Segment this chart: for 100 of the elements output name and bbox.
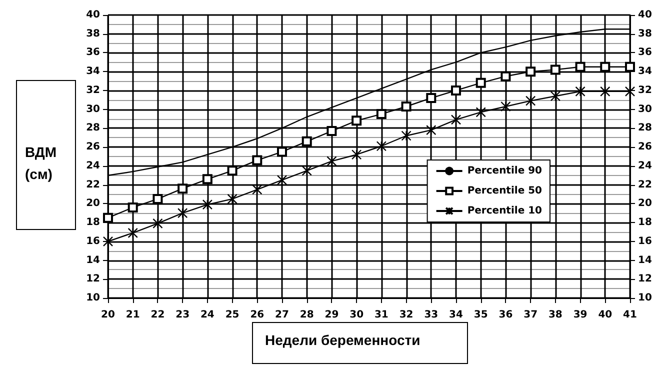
point	[401, 130, 412, 141]
y-tick-label: 20	[86, 198, 100, 210]
x-tick-label: 28	[300, 310, 314, 320]
x-tick-label: 29	[324, 310, 339, 320]
x-tick-label: 32	[399, 310, 414, 320]
point	[202, 174, 212, 184]
point	[326, 126, 337, 136]
point	[102, 236, 114, 246]
point	[202, 200, 213, 210]
y2-tick-label: 20	[638, 198, 652, 210]
legend-label: Percentile 90	[467, 166, 542, 176]
point	[103, 212, 113, 223]
y-tick-label: 38	[86, 28, 100, 40]
x-tick-label: 22	[150, 310, 165, 320]
y2-tick-label: 38	[638, 28, 652, 40]
x-tick-label: 31	[374, 310, 388, 320]
point	[500, 101, 511, 112]
x-tick-label: 33	[424, 310, 438, 320]
x-tick-label: 37	[524, 310, 538, 320]
x-tick-label: 39	[573, 310, 588, 320]
point	[376, 141, 387, 152]
x-tick-label: 34	[449, 310, 463, 320]
point	[401, 102, 412, 112]
y-tick-label: 30	[86, 104, 100, 115]
x-tick-label: 35	[474, 310, 488, 320]
y2-tick-label: 14	[638, 254, 652, 266]
x-tick-label: 27	[275, 310, 289, 320]
x-tick-label: 24	[200, 310, 214, 320]
y-tick-label: 34	[86, 66, 100, 78]
y-tick-label: 10	[86, 292, 100, 304]
point	[352, 116, 362, 126]
y-axis-title: ВДМ (см)	[16, 80, 76, 230]
y-tick-label: 26	[86, 142, 100, 153]
y2-tick-label: 18	[638, 217, 652, 228]
point	[128, 202, 138, 212]
point	[476, 78, 486, 88]
x-tick-label: 30	[350, 310, 364, 320]
point	[277, 146, 287, 157]
point	[227, 166, 238, 176]
x-tick-label: 38	[548, 310, 562, 320]
point	[152, 218, 163, 229]
x-tick-label: 36	[498, 310, 513, 320]
point	[351, 150, 362, 160]
point	[128, 228, 138, 238]
legend-label: Percentile 50	[467, 186, 542, 196]
y2-tick-label: 12	[638, 274, 652, 285]
y-tick-label: 32	[86, 84, 100, 96]
point	[525, 96, 536, 106]
x-tick-label: 25	[225, 310, 240, 320]
point	[177, 208, 188, 218]
y2-tick-label: 10	[638, 292, 652, 304]
y-tick-label: 40	[86, 10, 100, 20]
point	[476, 107, 486, 118]
point	[500, 71, 511, 82]
y2-tick-label: 32	[638, 84, 652, 96]
y2-tick-label: 28	[638, 122, 652, 134]
point	[426, 124, 436, 136]
point	[624, 86, 636, 97]
point	[450, 114, 462, 125]
y-tick-label: 24	[86, 160, 100, 172]
point	[302, 136, 312, 146]
y2-tick-label: 24	[638, 160, 652, 172]
x-tick-label: 41	[623, 310, 637, 320]
legend-label: Percentile 10	[467, 206, 542, 216]
point	[178, 184, 188, 194]
x-tick-label: 26	[250, 310, 264, 320]
point	[152, 194, 163, 204]
point	[276, 174, 288, 186]
x-tick-label: 23	[176, 310, 190, 320]
point	[600, 86, 610, 97]
point	[302, 166, 312, 176]
x-axis-title: Недели беременности	[252, 322, 468, 364]
y2-tick-label: 34	[638, 66, 652, 78]
point	[252, 155, 262, 166]
point	[252, 184, 262, 195]
point	[227, 194, 238, 204]
y2-tick-label: 40	[638, 10, 652, 20]
y-tick-label: 36	[86, 47, 100, 58]
point	[575, 86, 586, 97]
point	[326, 156, 337, 166]
point	[426, 93, 436, 104]
x-tick-label: 20	[101, 310, 115, 320]
y-tick-label: 28	[86, 122, 100, 134]
point	[550, 91, 561, 102]
y2-tick-label: 30	[638, 104, 652, 115]
y-tick-label: 22	[86, 179, 100, 190]
y-tick-label: 18	[86, 217, 100, 228]
y2-tick-label: 22	[638, 179, 652, 190]
x-tick-label: 21	[126, 310, 140, 320]
point	[625, 62, 635, 72]
point	[550, 64, 560, 75]
y2-tick-label: 36	[638, 47, 652, 58]
y-tick-label: 12	[86, 274, 100, 285]
point	[600, 62, 610, 72]
point	[526, 66, 536, 77]
x-tick-label: 40	[598, 310, 612, 320]
point	[451, 85, 461, 96]
point	[575, 62, 586, 72]
point	[376, 109, 386, 120]
y2-tick-label: 16	[638, 236, 652, 247]
